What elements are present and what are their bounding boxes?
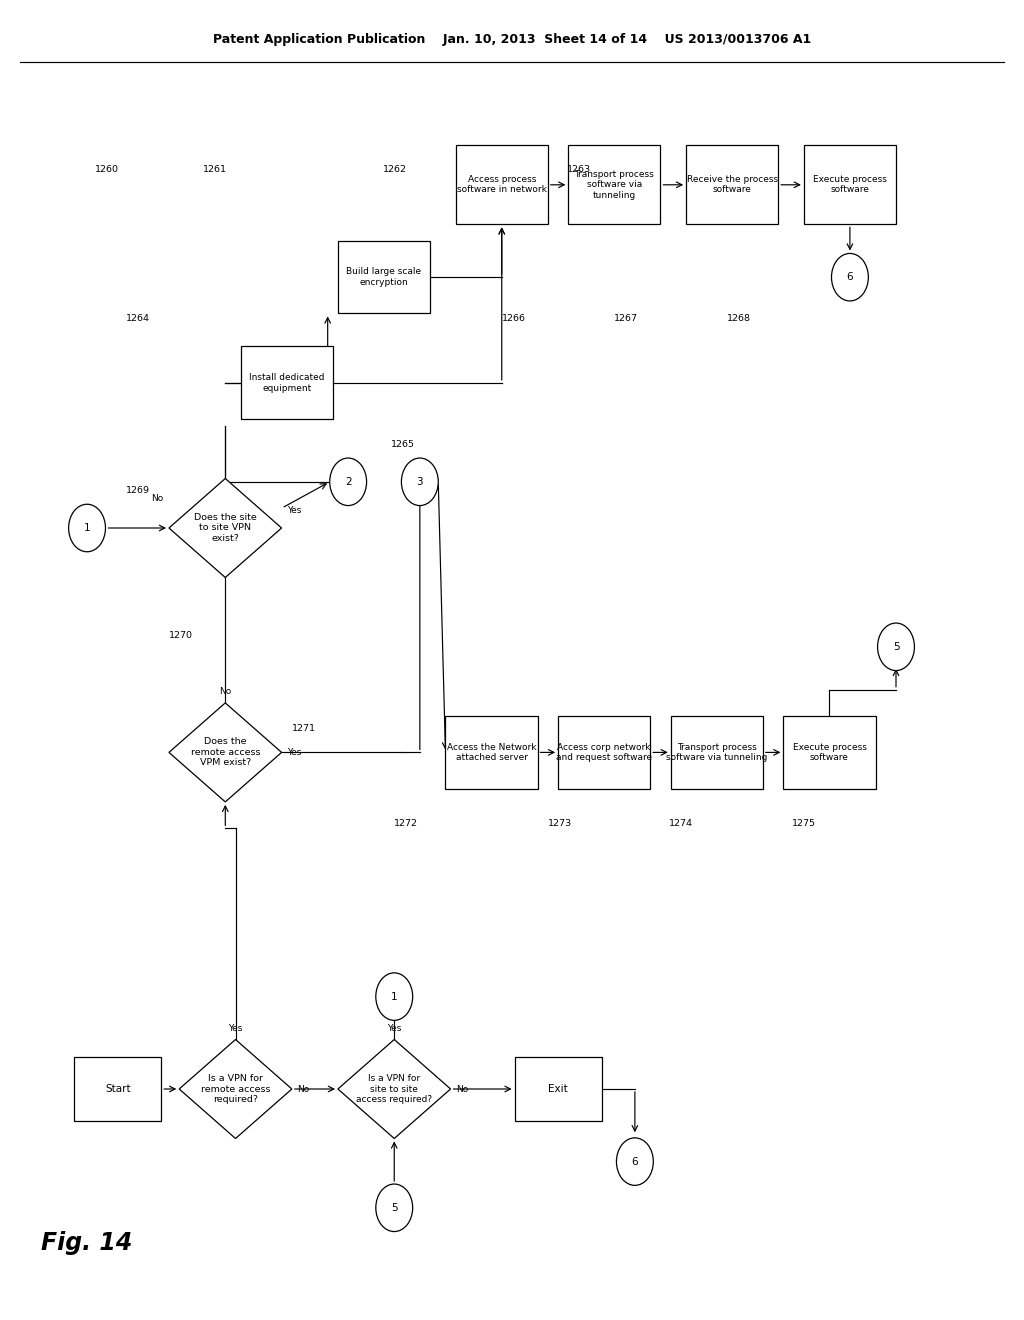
Text: Transport process
software via tunneling: Transport process software via tunneling: [667, 743, 767, 762]
Text: Access the Network
attached server: Access the Network attached server: [446, 743, 537, 762]
Text: Is a VPN for
remote access
required?: Is a VPN for remote access required?: [201, 1074, 270, 1104]
FancyBboxPatch shape: [671, 715, 763, 789]
Text: Yes: Yes: [287, 748, 301, 756]
Text: 1269: 1269: [126, 486, 150, 495]
Text: Start: Start: [104, 1084, 131, 1094]
Circle shape: [878, 623, 914, 671]
Text: Does the site
to site VPN
exist?: Does the site to site VPN exist?: [194, 513, 257, 543]
Text: Fig. 14: Fig. 14: [41, 1232, 132, 1255]
Text: No: No: [219, 688, 231, 697]
FancyBboxPatch shape: [558, 715, 650, 789]
Circle shape: [831, 253, 868, 301]
Text: 1274: 1274: [669, 818, 692, 828]
Text: 3: 3: [417, 477, 423, 487]
Polygon shape: [179, 1040, 292, 1138]
Text: 1265: 1265: [391, 440, 415, 449]
FancyBboxPatch shape: [445, 715, 538, 789]
Text: 1260: 1260: [95, 165, 119, 174]
Text: Access corp network
and request software: Access corp network and request software: [556, 743, 652, 762]
Text: 1273: 1273: [548, 818, 572, 828]
Text: 1267: 1267: [614, 314, 638, 323]
Text: Install dedicated
equipment: Install dedicated equipment: [249, 374, 325, 392]
Circle shape: [69, 504, 105, 552]
Text: 1268: 1268: [727, 314, 751, 323]
Text: Is a VPN for
site to site
access required?: Is a VPN for site to site access require…: [356, 1074, 432, 1104]
FancyBboxPatch shape: [241, 346, 333, 420]
Text: 1: 1: [84, 523, 90, 533]
Text: Transport process
software via
tunneling: Transport process software via tunneling: [574, 170, 654, 199]
Text: Build large scale
encryption: Build large scale encryption: [346, 268, 422, 286]
FancyBboxPatch shape: [686, 145, 778, 224]
Text: 1263: 1263: [567, 165, 592, 174]
FancyBboxPatch shape: [783, 715, 876, 789]
FancyBboxPatch shape: [804, 145, 896, 224]
Text: 1262: 1262: [383, 165, 407, 174]
Text: 1: 1: [391, 991, 397, 1002]
Text: 1261: 1261: [203, 165, 226, 174]
Text: 5: 5: [893, 642, 899, 652]
Text: No: No: [456, 1085, 468, 1093]
FancyBboxPatch shape: [515, 1057, 602, 1121]
Text: 1275: 1275: [792, 818, 815, 828]
FancyBboxPatch shape: [75, 1057, 162, 1121]
Circle shape: [401, 458, 438, 506]
Text: 1271: 1271: [292, 723, 315, 733]
Polygon shape: [338, 1040, 451, 1138]
Text: Execute process
software: Execute process software: [813, 176, 887, 194]
Text: Receive the process
software: Receive the process software: [687, 176, 777, 194]
Circle shape: [330, 458, 367, 506]
Polygon shape: [169, 479, 282, 578]
FancyBboxPatch shape: [338, 240, 430, 313]
Text: 1264: 1264: [126, 314, 150, 323]
Text: 6: 6: [847, 272, 853, 282]
Circle shape: [376, 973, 413, 1020]
Text: 1266: 1266: [502, 314, 525, 323]
Text: 1272: 1272: [394, 818, 418, 828]
Text: 1270: 1270: [169, 631, 193, 640]
Text: 5: 5: [391, 1203, 397, 1213]
Circle shape: [616, 1138, 653, 1185]
Text: Access process
software in network: Access process software in network: [457, 176, 547, 194]
Text: No: No: [152, 494, 164, 503]
Polygon shape: [169, 704, 282, 801]
Text: Execute process
software: Execute process software: [793, 743, 866, 762]
Text: Yes: Yes: [287, 506, 301, 515]
Text: Does the
remote access
VPM exist?: Does the remote access VPM exist?: [190, 738, 260, 767]
Text: Exit: Exit: [548, 1084, 568, 1094]
Text: No: No: [297, 1085, 309, 1093]
Text: 2: 2: [345, 477, 351, 487]
FancyBboxPatch shape: [456, 145, 548, 224]
Text: 6: 6: [632, 1156, 638, 1167]
FancyBboxPatch shape: [568, 145, 660, 224]
Text: Patent Application Publication    Jan. 10, 2013  Sheet 14 of 14    US 2013/00137: Patent Application Publication Jan. 10, …: [213, 33, 811, 46]
Text: Yes: Yes: [387, 1024, 401, 1032]
Text: Yes: Yes: [228, 1024, 243, 1032]
Circle shape: [376, 1184, 413, 1232]
